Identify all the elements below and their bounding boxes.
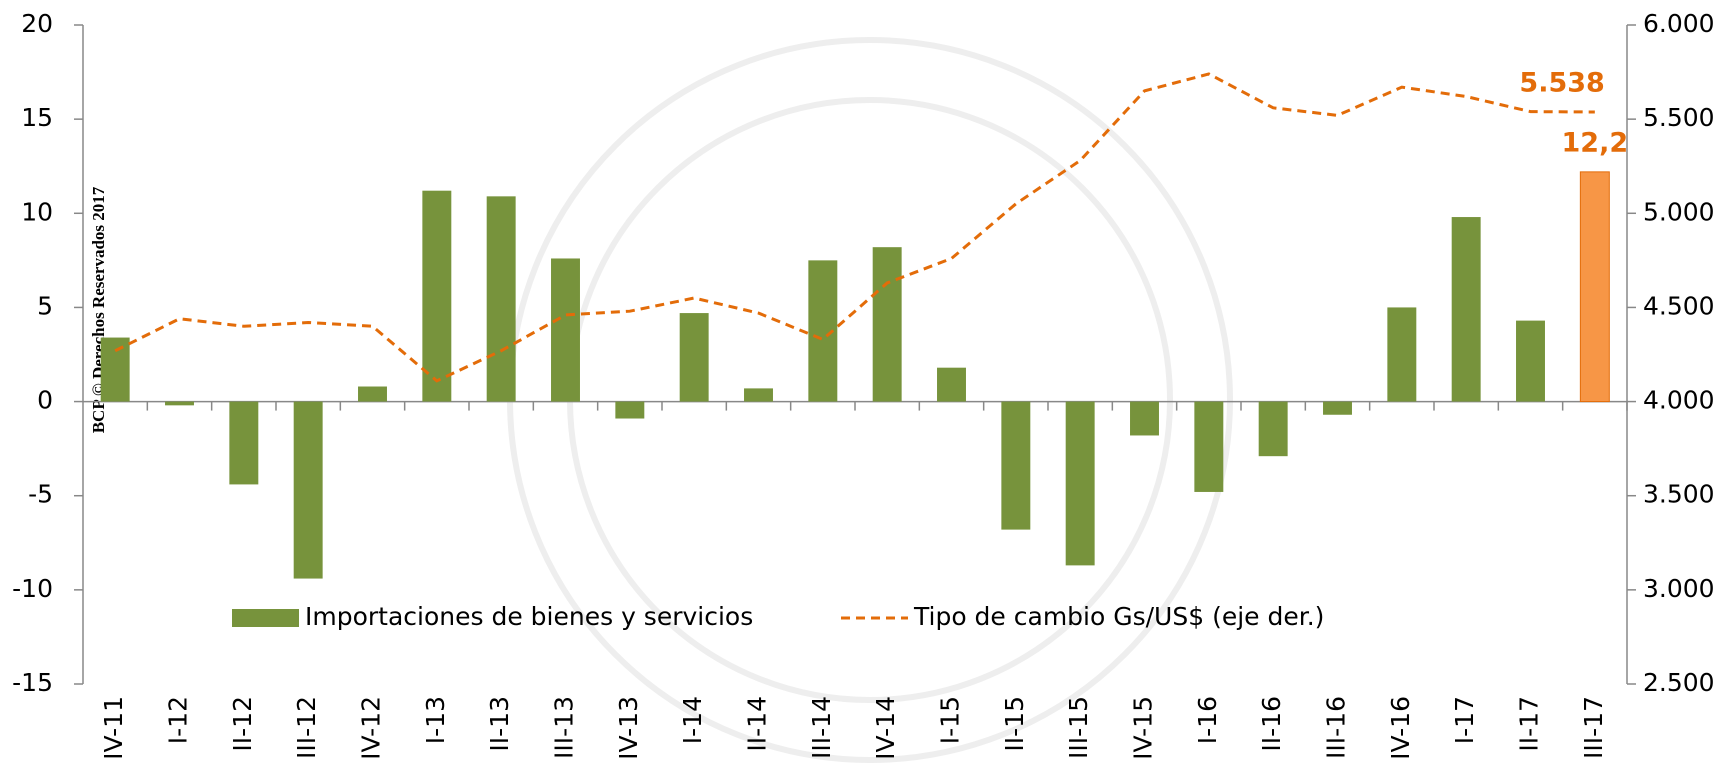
y2-tick-label: 5.000 — [1643, 197, 1715, 226]
y2-tick-label: 3.000 — [1643, 574, 1715, 603]
y2-tick-label: 5.500 — [1643, 103, 1715, 132]
x-tick-label: IV-16 — [1386, 696, 1415, 760]
bar — [1323, 401, 1352, 415]
y-tick-label: -10 — [12, 574, 53, 603]
bar — [1387, 307, 1417, 402]
bar — [358, 386, 387, 402]
y-tick-label: 5 — [37, 291, 53, 320]
x-tick-label: I-14 — [678, 696, 707, 744]
y-tick-label: -5 — [28, 480, 53, 509]
x-tick-label: IV-12 — [357, 696, 386, 760]
bar — [422, 190, 452, 402]
data-label: 5.538 — [1519, 67, 1604, 98]
x-tick-label: III-17 — [1579, 696, 1608, 759]
x-tick-label: II-13 — [485, 696, 514, 752]
bar — [1065, 401, 1095, 566]
y-tick-label: 10 — [21, 197, 53, 226]
bar — [1451, 217, 1481, 402]
x-tick-label: II-15 — [1000, 696, 1029, 752]
x-tick-label: I-16 — [1193, 696, 1222, 744]
bar — [615, 401, 645, 419]
y2-tick-label: 6.000 — [1643, 9, 1715, 38]
x-tick-label: III-13 — [550, 696, 579, 759]
bar — [165, 401, 194, 406]
bar — [486, 196, 516, 402]
bar — [1194, 401, 1224, 492]
bar — [1258, 401, 1288, 457]
x-tick-label: I-17 — [1450, 696, 1479, 744]
y-tick-label: -15 — [12, 668, 53, 697]
x-tick-label: II-17 — [1515, 696, 1544, 752]
y2-tick-label: 4.000 — [1643, 386, 1715, 415]
x-tick-label: III-16 — [1322, 696, 1351, 759]
bar — [1130, 401, 1159, 436]
bar — [679, 313, 709, 402]
legend-label: Tipo de cambio Gs/US$ (eje der.) — [913, 602, 1324, 631]
y-tick-label: 0 — [37, 386, 53, 415]
bar — [1579, 171, 1610, 403]
data-label: 12,2 — [1562, 127, 1629, 158]
y2-tick-label: 2.500 — [1643, 668, 1715, 697]
x-tick-label: IV-13 — [614, 696, 643, 760]
x-tick-label: III-12 — [292, 696, 321, 759]
legend-swatch — [232, 609, 299, 627]
line — [114, 72, 1595, 383]
x-tick-label: IV-14 — [871, 696, 900, 760]
bar — [229, 401, 259, 485]
x-tick-label: IV-15 — [1129, 696, 1158, 760]
x-tick-label: I-15 — [936, 696, 965, 744]
x-tick-label: III-14 — [807, 696, 836, 759]
bar — [293, 401, 323, 579]
x-tick-label: I-13 — [421, 696, 450, 744]
bar — [872, 247, 902, 402]
seal-watermark — [507, 37, 1233, 763]
bar — [100, 337, 130, 402]
legend-label: Importaciones de bienes y servicios — [305, 602, 753, 631]
bar — [1001, 401, 1031, 530]
y-tick-label: 15 — [21, 103, 53, 132]
x-tick-label: III-15 — [1064, 696, 1093, 759]
x-tick-label: I-12 — [164, 696, 193, 744]
x-tick-label: II-12 — [228, 696, 257, 752]
y2-tick-label: 3.500 — [1643, 480, 1715, 509]
bar — [1516, 320, 1545, 402]
bar — [744, 388, 773, 402]
x-tick-label: II-16 — [1257, 696, 1286, 752]
y2-tick-label: 4.500 — [1643, 291, 1715, 320]
bar — [551, 258, 580, 402]
x-tick-label: IV-11 — [99, 696, 128, 760]
bar — [937, 367, 966, 402]
x-tick-label: II-14 — [743, 696, 772, 752]
y-tick-label: 20 — [21, 9, 53, 38]
